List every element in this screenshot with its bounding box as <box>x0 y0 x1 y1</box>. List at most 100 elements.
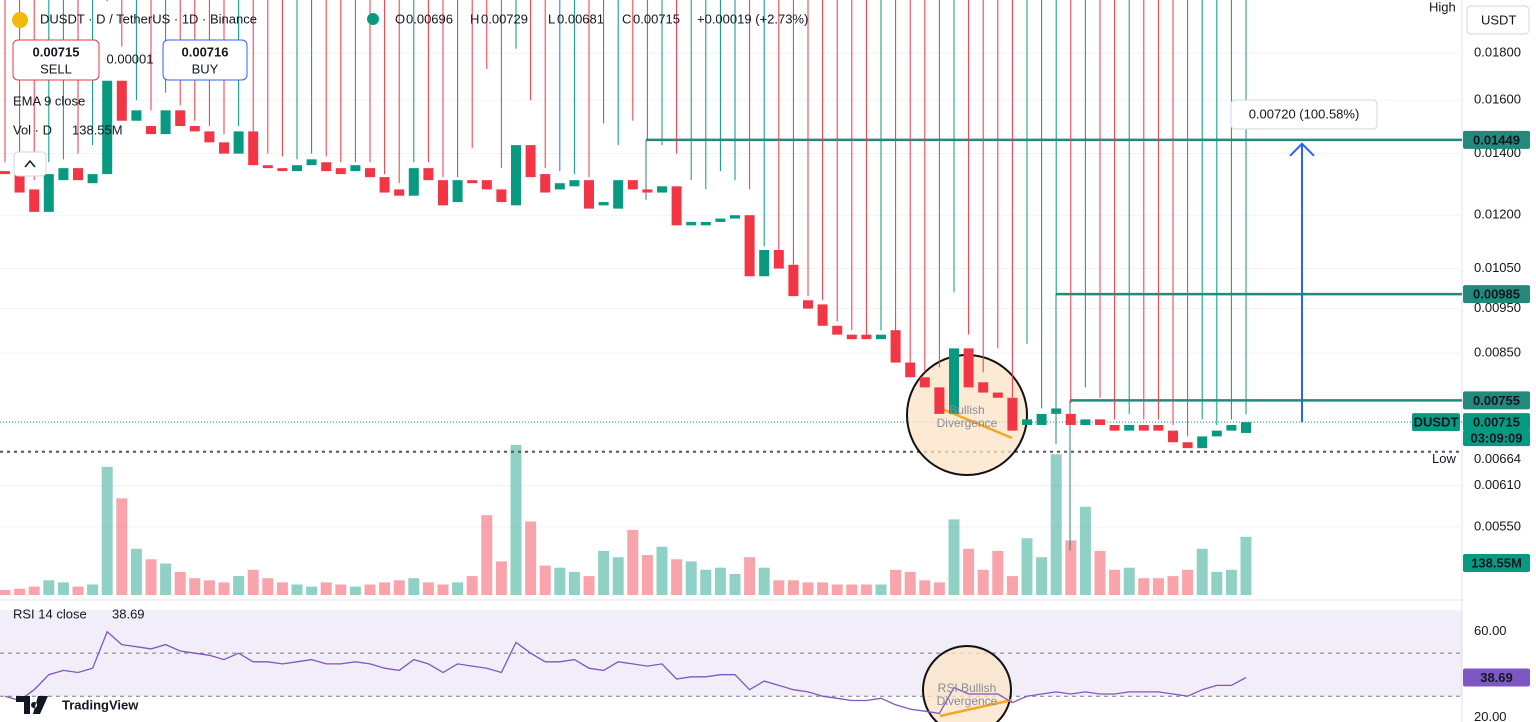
y-tick-label: 0.01800 <box>1474 45 1521 60</box>
candle-body <box>14 168 25 193</box>
volume-bar <box>963 548 975 595</box>
candle-body <box>438 180 448 206</box>
ema-legend: EMA 9 close <box>13 93 85 108</box>
candle-body <box>204 131 215 143</box>
volume-bar <box>57 582 69 595</box>
volume-bar <box>393 580 405 595</box>
volume-bar <box>452 582 464 595</box>
collapse-button[interactable] <box>13 151 47 177</box>
rsi-axis-label: 38.69 <box>1480 670 1513 685</box>
candle-body <box>1051 408 1062 414</box>
volume-bar <box>1167 576 1179 595</box>
low-tag: Low <box>1432 451 1456 466</box>
candle-body <box>876 334 886 340</box>
level-label: 0.01449 <box>1473 132 1520 147</box>
volume-bar <box>729 573 741 595</box>
volume-bar <box>364 584 376 595</box>
candle-body <box>1241 422 1251 433</box>
volume-bar <box>130 548 142 595</box>
volume-bar <box>320 582 332 595</box>
y-tick-label: 0.01050 <box>1474 260 1521 275</box>
candle-body <box>379 177 390 193</box>
candle-body <box>189 126 200 132</box>
change-value: +0.00019 (+2.73%) <box>697 11 808 26</box>
sell-label: SELL <box>40 61 72 76</box>
candle-body <box>408 168 419 196</box>
volume-bar <box>977 569 989 595</box>
symbol-icon <box>12 12 28 28</box>
rsi-pane <box>0 608 1462 722</box>
volume-bar <box>276 582 288 595</box>
buy-button[interactable] <box>162 39 248 81</box>
brand-logo <box>16 696 48 714</box>
volume-bar <box>1225 569 1237 595</box>
candle-body <box>949 348 959 414</box>
candle-body <box>511 145 521 206</box>
measure-label: 0.00720 (100.58%) <box>1249 106 1360 121</box>
volume-bar <box>43 580 55 595</box>
volume-bar <box>890 569 902 595</box>
ohlc-key: C <box>622 11 631 26</box>
candle-body <box>87 174 98 184</box>
volume-bar <box>1152 578 1164 595</box>
current-price-label: 0.00715 <box>1473 415 1520 430</box>
volume-bar <box>116 498 128 595</box>
volume-bar <box>539 565 551 595</box>
volume-bar <box>0 589 11 595</box>
candle-body <box>1080 419 1091 425</box>
volume-bar <box>1240 536 1252 595</box>
volume-bar <box>495 561 507 595</box>
candle-body <box>0 171 10 175</box>
candle-body <box>233 131 244 154</box>
sell-button[interactable] <box>12 39 100 81</box>
currency-select[interactable] <box>1466 5 1530 35</box>
candle-body <box>467 180 478 184</box>
volume-axis-label-box <box>1463 554 1530 572</box>
y-tick-label: 0.00850 <box>1474 344 1521 359</box>
y-tick-label: 0.01200 <box>1474 207 1521 222</box>
ohlc-key: O <box>395 11 405 26</box>
candle-body <box>73 168 83 181</box>
volume-legend-value: 138.55M <box>72 122 123 137</box>
candle-body <box>861 334 872 340</box>
volume-bar <box>262 578 274 595</box>
volume-bar <box>1109 569 1121 595</box>
candle-body <box>934 387 945 414</box>
candle-body <box>321 162 332 172</box>
candle-body <box>335 168 346 175</box>
candle-body <box>890 330 901 363</box>
candle-body <box>700 221 711 226</box>
candle-body <box>1022 419 1032 425</box>
candle-body <box>1007 397 1018 431</box>
candle-body <box>146 126 156 135</box>
volume-bar <box>671 559 683 595</box>
candle-body <box>671 186 682 226</box>
volume-bar <box>714 567 726 595</box>
volume-bar <box>685 561 697 595</box>
volume-bar <box>1182 569 1194 595</box>
current-price-label-box <box>1463 413 1530 432</box>
candle-body <box>657 186 667 193</box>
volume-bar <box>875 584 887 595</box>
volume-bar <box>554 567 566 595</box>
volume-bar <box>1138 578 1150 595</box>
price-axis <box>1463 0 1536 722</box>
volume-bar <box>1123 567 1135 595</box>
candle-body <box>481 180 492 190</box>
candle-body <box>919 377 930 388</box>
candle-body <box>262 165 273 169</box>
volume-bar <box>583 576 595 595</box>
candle-body <box>759 249 770 277</box>
volume-bar <box>525 521 537 595</box>
volume-bar <box>14 588 26 595</box>
candle-body <box>1153 424 1164 431</box>
level-label-box <box>1463 285 1530 304</box>
volume-bar <box>656 546 668 595</box>
candle-body <box>642 189 653 193</box>
candle-body <box>715 218 726 222</box>
candle-body <box>365 168 375 178</box>
candle-body <box>452 180 463 203</box>
rsi-legend: RSI 14 close <box>13 606 87 621</box>
volume-bar <box>598 550 610 595</box>
volume-bar <box>437 584 449 595</box>
